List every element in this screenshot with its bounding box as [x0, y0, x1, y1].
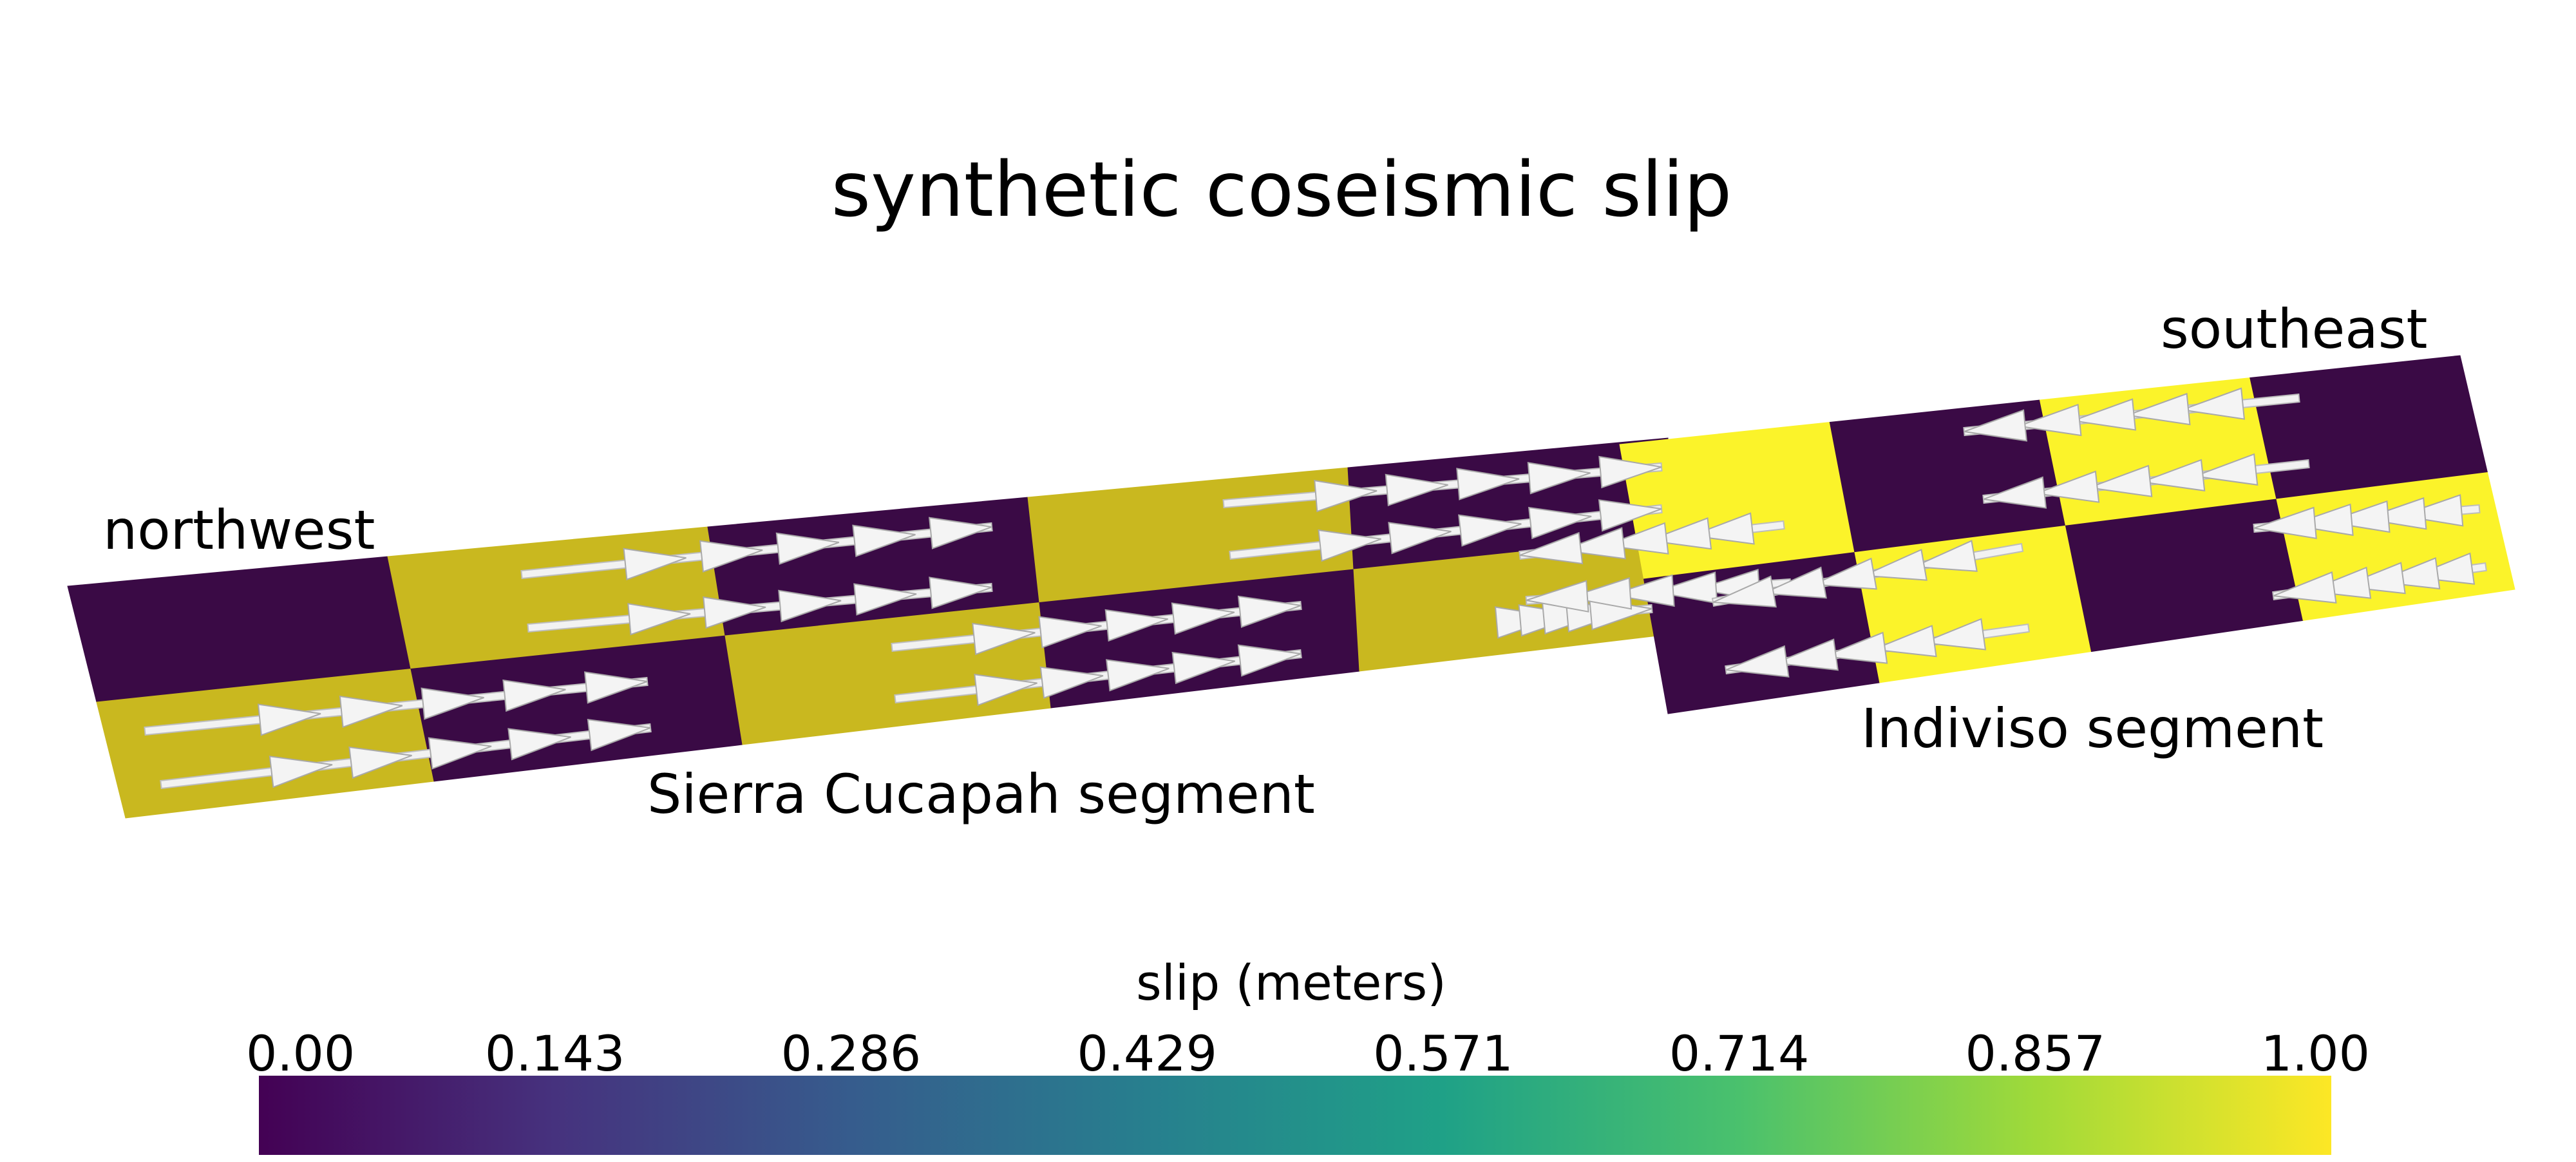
slip-arrow-head — [1922, 618, 1987, 651]
slip-arrow-head — [2036, 470, 2100, 503]
sierra-cucapah-segment-label: Sierra Cucapah segment — [647, 763, 1315, 826]
slip-arrow-head — [1106, 659, 1170, 692]
slip-arrow-head — [972, 622, 1036, 656]
slip-arrow-head — [502, 679, 566, 712]
slip-arrow-head — [1964, 409, 2028, 442]
slip-arrow-head — [269, 756, 333, 788]
slip-arrow-head — [2141, 459, 2206, 491]
slip-arrow-head — [1775, 638, 1839, 671]
slip-arrow-head — [1171, 602, 1235, 635]
slip-arrow-head — [623, 548, 687, 580]
slip-arrow-head — [1983, 476, 2047, 509]
slip-arrow-head — [2253, 506, 2317, 539]
colorbar-tick-label: 0.714 — [1669, 1025, 1810, 1082]
slip-arrow-head — [853, 583, 917, 616]
slip-arrow-head — [2181, 387, 2246, 420]
slip-arrow-head — [775, 532, 840, 565]
slip-arrow-head — [1385, 473, 1448, 506]
slip-arrow-head — [1318, 529, 1381, 562]
colorbar-ticks: 0.00 0.143 0.286 0.429 0.571 0.714 0.857 1.00 — [246, 1025, 2370, 1082]
slip-arrow-head — [257, 703, 321, 736]
indiviso-slip-arrows — [1519, 387, 2487, 678]
sierra-cucapah-fault — [67, 437, 1669, 819]
slip-arrow-head — [699, 540, 763, 573]
colorbar-tick-label: 0.571 — [1373, 1025, 1513, 1082]
slip-arrow-head — [1654, 571, 1718, 604]
slip-arrow-head — [2127, 392, 2191, 426]
slip-arrow-head — [929, 576, 992, 609]
slip-arrow-head — [348, 746, 412, 779]
slip-arrow-head — [703, 596, 766, 629]
slip-arrow-head — [778, 589, 842, 623]
slip-arrow-head — [1519, 531, 1584, 565]
slip-arrow-head — [1038, 616, 1102, 649]
colorbar-title: slip (meters) — [1136, 954, 1446, 1011]
colorbar-tick-label: 0.00 — [246, 1025, 355, 1082]
slip-arrow-head — [1873, 625, 1937, 658]
slip-arrow-head — [1824, 631, 1888, 664]
colorbar-tick-label: 0.857 — [1965, 1025, 2105, 1082]
slip-arrow-head — [1528, 506, 1592, 540]
indiviso-segment-label: Indiviso segment — [1861, 697, 2324, 760]
slip-arrow-head — [2194, 453, 2259, 486]
slip-arrow-head — [339, 695, 403, 729]
slip-arrow-head — [1598, 455, 1662, 489]
slip-arrow-head — [1598, 499, 1662, 532]
slip-arrow-head — [1237, 595, 1302, 628]
slip-arrow-head — [2018, 403, 2082, 437]
northwest-label: northwest — [103, 499, 375, 562]
slip-arrow-head — [583, 671, 648, 704]
slip-arrow-head — [1712, 575, 1777, 608]
slip-arrow-head — [1456, 468, 1520, 500]
diagram-title: synthetic coseismic slip — [831, 145, 1732, 234]
colorbar-tick-label: 0.429 — [1077, 1025, 1217, 1082]
slip-arrow-head — [507, 728, 571, 761]
colorbar-tick-label: 0.143 — [485, 1025, 625, 1082]
slip-arrow-head — [974, 673, 1037, 707]
slip-arrow-head — [421, 687, 484, 720]
colorbar-tick-label: 0.286 — [781, 1025, 922, 1082]
slip-arrow-head — [428, 737, 492, 770]
slip-arrow-head — [1526, 580, 1589, 613]
slip-arrow-head — [1171, 651, 1235, 685]
slip-arrow-head — [627, 603, 691, 636]
slip-arrow-head — [2273, 571, 2337, 604]
fault-patch — [2065, 499, 2304, 652]
sierra-slip-arrows — [144, 455, 1663, 790]
slip-arrow-head — [1569, 577, 1633, 610]
slip-arrow-head — [1813, 557, 1877, 590]
slip-arrow-head — [1039, 666, 1104, 699]
slip-arrow-head — [928, 517, 992, 549]
slip-arrow-head — [2072, 398, 2137, 431]
slip-arrow-head — [852, 524, 916, 557]
slip-arrow-head — [1527, 462, 1591, 495]
slip-arrow-head — [2088, 464, 2153, 497]
colorbar-tick-label: 1.00 — [2261, 1025, 2370, 1082]
slip-arrow-head — [1237, 644, 1302, 677]
slip-arrow-head — [1104, 609, 1168, 642]
slip-arrow-head — [1458, 514, 1522, 547]
slip-arrow-head — [1388, 522, 1452, 555]
slip-arrow-head — [1314, 479, 1378, 513]
colorbar — [259, 1076, 2331, 1155]
fault-patch — [1619, 421, 1855, 580]
slip-arrow-head — [1913, 540, 1978, 572]
slip-arrow-head — [1611, 574, 1675, 607]
slip-arrow-head — [1763, 566, 1827, 599]
slip-arrow-head — [587, 718, 651, 752]
southeast-label: southeast — [2161, 298, 2427, 361]
slip-arrow-head — [1725, 645, 1790, 678]
slip-arrow-head — [1863, 548, 1927, 581]
